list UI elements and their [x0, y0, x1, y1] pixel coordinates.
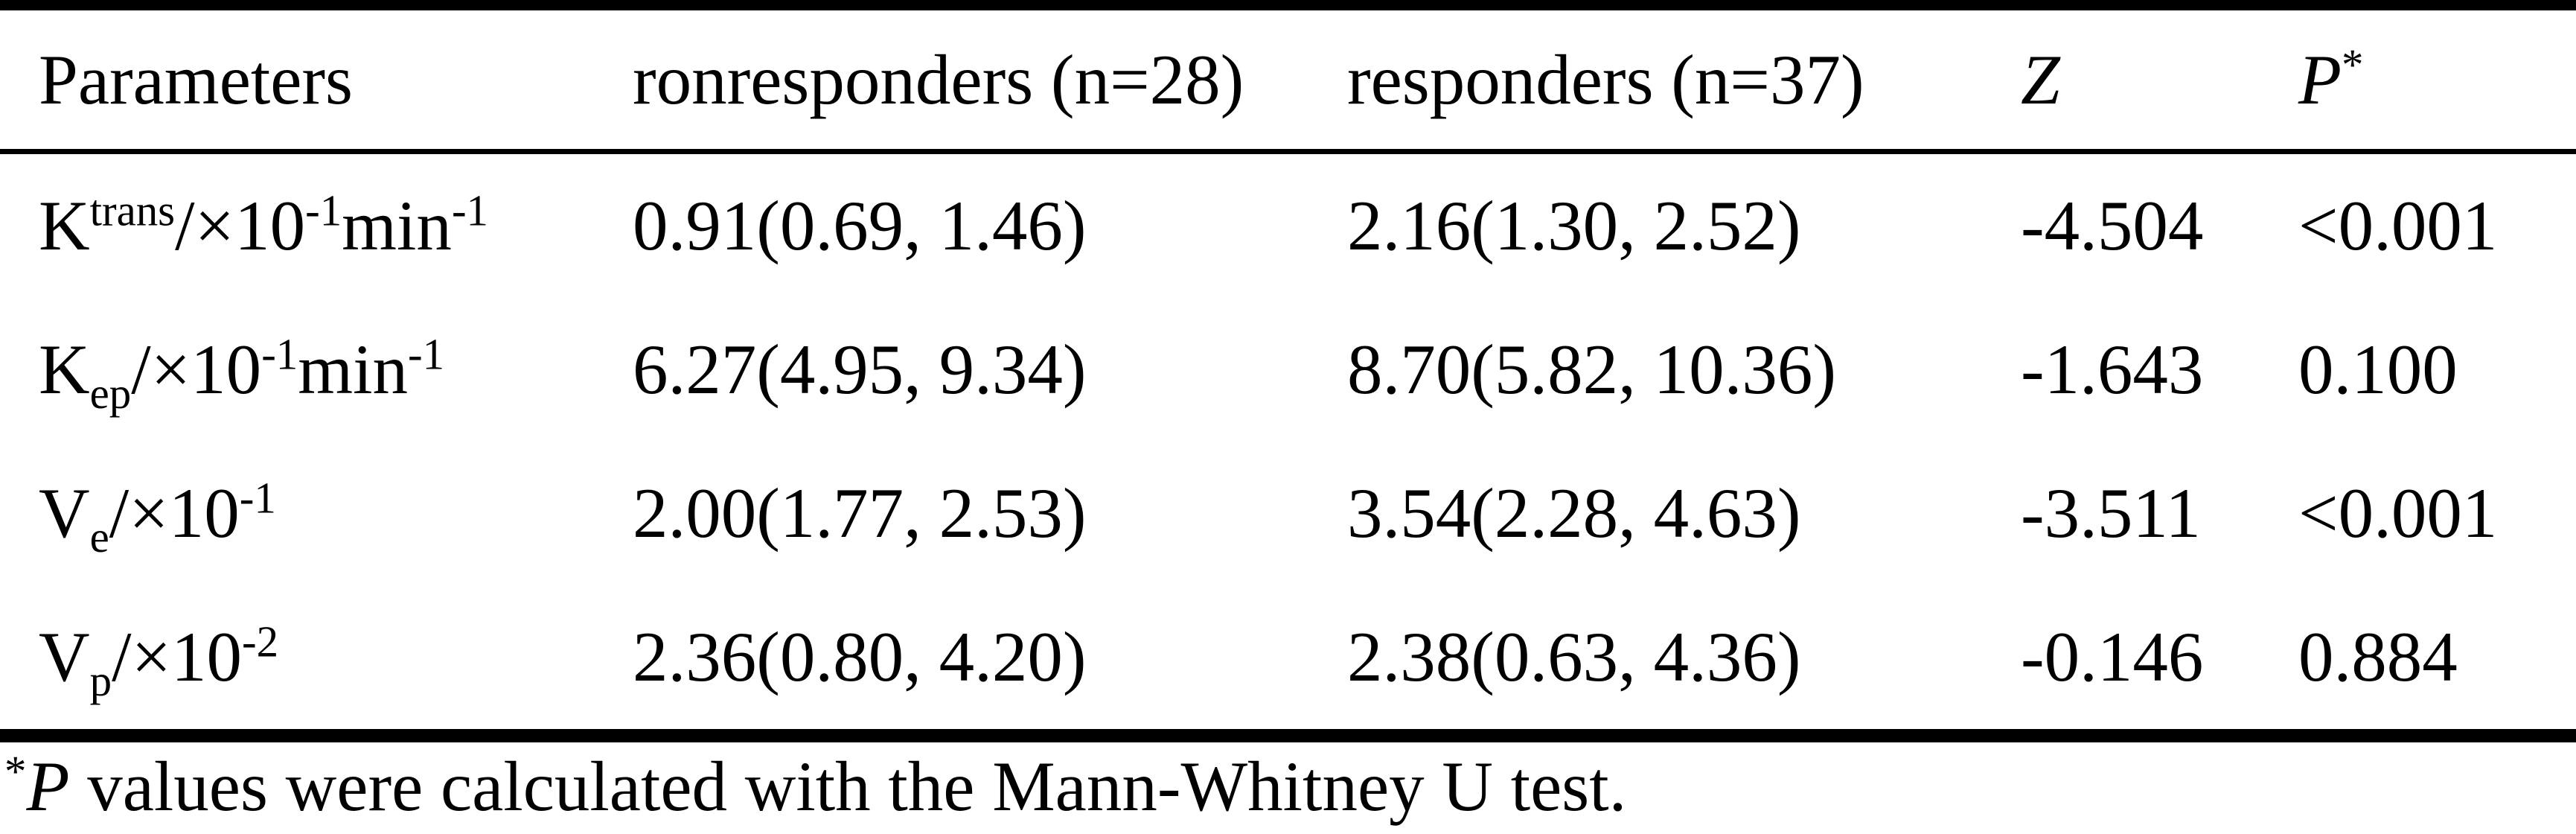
footnote-asterisk: *: [4, 747, 27, 796]
table-row-vp: Vp/×10-2 2.36(0.80, 4.20) 2.38(0.63, 4.3…: [0, 585, 2576, 729]
param-unit: min: [342, 186, 452, 265]
responders-value: 8.70(5.82, 10.36): [1347, 330, 1837, 409]
param-mid: /×10: [131, 330, 262, 409]
param-label-kep: Kep/×10-1min-1: [0, 332, 633, 416]
table-header-row: Parameters ronresponders (n=28) responde…: [0, 10, 2576, 154]
p-symbol: P: [2298, 39, 2342, 119]
col-header-z: Z: [2021, 39, 2060, 119]
responders-value: 2.16(1.30, 2.52): [1347, 186, 1801, 265]
responders-value: 3.54(2.28, 4.63): [1347, 474, 1801, 553]
table-row-kep: Kep/×10-1min-1 6.27(4.95, 9.34) 8.70(5.8…: [0, 298, 2576, 442]
param-mid: /×10: [109, 474, 240, 553]
nonresponders-value: 2.36(0.80, 4.20): [633, 617, 1087, 696]
param-unit-exponent: -1: [408, 330, 445, 379]
z-value: -1.643: [2021, 330, 2204, 409]
param-base: V: [39, 474, 90, 553]
table-row-ve: Ve/×10-1 2.00(1.77, 2.53) 3.54(2.28, 4.6…: [0, 442, 2576, 585]
param-mid: /×10: [112, 617, 243, 696]
table-body: Ktrans/×10-1min-1 0.91(0.69, 1.46) 2.16(…: [0, 154, 2576, 742]
p-asterisk: *: [2342, 39, 2364, 89]
param-label-ve: Ve/×10-1: [0, 476, 633, 559]
param-base: K: [39, 330, 90, 409]
param-label-vp: Vp/×10-2: [0, 620, 633, 703]
p-value: <0.001: [2298, 186, 2498, 265]
param-exponent: -1: [239, 474, 276, 523]
param-exponent: -1: [305, 186, 342, 235]
col-header-nonresponders: ronresponders (n=28): [633, 39, 1244, 119]
nonresponders-value: 0.91(0.69, 1.46): [633, 186, 1087, 265]
z-value: -0.146: [2021, 617, 2204, 696]
param-base: V: [39, 617, 90, 696]
col-header-p: P*: [2298, 42, 2576, 115]
param-base: K: [39, 186, 90, 265]
p-value: 0.884: [2298, 617, 2458, 696]
param-subscript: p: [89, 657, 112, 705]
p-value: 0.100: [2298, 330, 2458, 409]
z-value: -4.504: [2021, 186, 2204, 265]
col-header-parameters: Parameters: [39, 39, 354, 119]
param-label-ktrans: Ktrans/×10-1min-1: [0, 188, 633, 261]
z-value: -3.511: [2021, 474, 2201, 553]
param-exponent: -1: [261, 330, 298, 379]
table-footnote: *P values were calculated with the Mann-…: [0, 742, 2576, 822]
param-superscript: trans: [89, 186, 176, 235]
table-row-ktrans: Ktrans/×10-1min-1 0.91(0.69, 1.46) 2.16(…: [0, 154, 2576, 298]
footnote-text: values were calculated with the Mann-Whi…: [69, 747, 1627, 826]
param-unit: min: [298, 330, 409, 409]
param-subscript: e: [89, 513, 109, 561]
p-value: <0.001: [2298, 474, 2498, 553]
param-mid: /×10: [175, 186, 306, 265]
nonresponders-value: 6.27(4.95, 9.34): [633, 330, 1087, 409]
param-exponent: -2: [242, 617, 279, 666]
responders-value: 2.38(0.63, 4.36): [1347, 617, 1801, 696]
col-header-responders: responders (n=37): [1347, 39, 1864, 119]
nonresponders-value: 2.00(1.77, 2.53): [633, 474, 1087, 553]
footnote-p-symbol: P: [26, 747, 70, 826]
param-unit-exponent: -1: [451, 186, 488, 235]
param-subscript: ep: [89, 369, 132, 418]
